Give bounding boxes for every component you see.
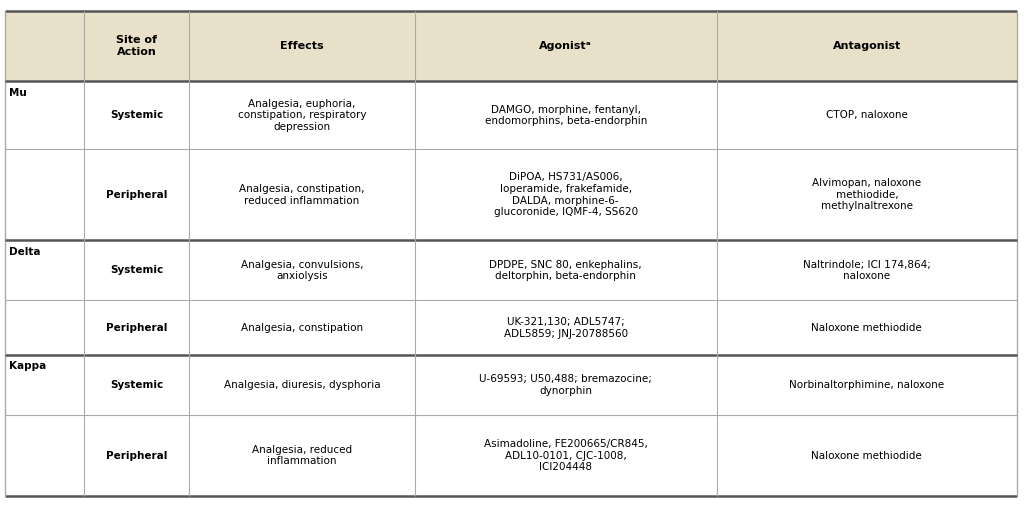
Text: Systemic: Systemic xyxy=(110,380,164,390)
Text: Mu: Mu xyxy=(9,87,27,97)
Text: Analgesia, convulsions,
anxiolysis: Analgesia, convulsions, anxiolysis xyxy=(241,260,364,281)
Text: Naloxone methiodide: Naloxone methiodide xyxy=(811,450,923,461)
Text: Naltrindole; ICI 174,864;
naloxone: Naltrindole; ICI 174,864; naloxone xyxy=(803,260,931,281)
Text: Systemic: Systemic xyxy=(110,111,164,120)
Text: Site of
Action: Site of Action xyxy=(116,35,158,57)
Text: Asimadoline, FE200665/CR845,
ADL10-0101, CJC-1008,
ICI204448: Asimadoline, FE200665/CR845, ADL10-0101,… xyxy=(483,439,648,472)
Text: Peripheral: Peripheral xyxy=(106,450,167,461)
Text: UK-321,130; ADL5747;
ADL5859; JNJ-20788560: UK-321,130; ADL5747; ADL5859; JNJ-207885… xyxy=(504,317,628,338)
Bar xyxy=(5,11,1017,81)
Text: CTOP, naloxone: CTOP, naloxone xyxy=(826,111,907,120)
Text: DiPOA, HS731/AS006,
loperamide, frakefamide,
DALDA, morphine-6-
glucoronide, IQM: DiPOA, HS731/AS006, loperamide, frakefam… xyxy=(494,173,638,217)
Text: DAMGO, morphine, fentanyl,
endomorphins, beta-endorphin: DAMGO, morphine, fentanyl, endomorphins,… xyxy=(484,105,647,126)
Text: Analgesia, euphoria,
constipation, respiratory
depression: Analgesia, euphoria, constipation, respi… xyxy=(238,99,367,132)
Text: Norbinaltorphimine, naloxone: Norbinaltorphimine, naloxone xyxy=(790,380,944,390)
Text: Alvimopan, naloxone
methiodide,
methylnaltrexone: Alvimopan, naloxone methiodide, methylna… xyxy=(812,178,922,212)
Bar xyxy=(5,81,1017,496)
Text: Analgesia, diuresis, dysphoria: Analgesia, diuresis, dysphoria xyxy=(224,380,380,390)
Text: Kappa: Kappa xyxy=(9,361,46,371)
Text: Effects: Effects xyxy=(281,41,324,52)
Text: Systemic: Systemic xyxy=(110,266,164,275)
Text: Agonistᵃ: Agonistᵃ xyxy=(540,41,592,52)
Text: Peripheral: Peripheral xyxy=(106,190,167,200)
Text: Analgesia, reduced
inflammation: Analgesia, reduced inflammation xyxy=(252,445,352,466)
Text: Analgesia, constipation,
reduced inflammation: Analgesia, constipation, reduced inflamm… xyxy=(240,184,365,206)
Text: DPDPE, SNC 80, enkephalins,
deltorphin, beta-endorphin: DPDPE, SNC 80, enkephalins, deltorphin, … xyxy=(489,260,642,281)
Text: Antagonist: Antagonist xyxy=(833,41,901,52)
Text: U-69593; U50,488; bremazocine;
dynorphin: U-69593; U50,488; bremazocine; dynorphin xyxy=(479,374,652,396)
Text: Peripheral: Peripheral xyxy=(106,323,167,333)
Text: Analgesia, constipation: Analgesia, constipation xyxy=(241,323,364,333)
Text: Naloxone methiodide: Naloxone methiodide xyxy=(811,323,923,333)
Text: Delta: Delta xyxy=(9,246,41,257)
